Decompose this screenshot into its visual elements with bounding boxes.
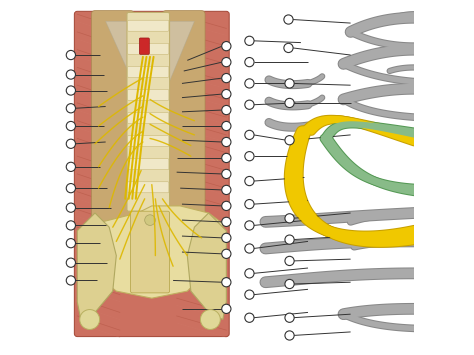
Circle shape [245,221,254,230]
FancyBboxPatch shape [128,113,169,124]
Polygon shape [77,213,116,320]
FancyBboxPatch shape [128,159,169,170]
Circle shape [222,201,231,211]
Circle shape [66,258,75,267]
Circle shape [66,104,75,113]
Circle shape [222,42,231,51]
Circle shape [222,105,231,115]
FancyBboxPatch shape [128,89,169,100]
Circle shape [80,310,100,329]
Circle shape [66,139,75,148]
FancyBboxPatch shape [128,136,169,147]
FancyBboxPatch shape [128,66,169,77]
Circle shape [66,184,75,193]
FancyBboxPatch shape [128,182,169,193]
Circle shape [66,162,75,171]
Circle shape [285,279,294,289]
FancyBboxPatch shape [91,11,134,245]
Circle shape [201,310,220,329]
Circle shape [245,58,254,67]
Circle shape [285,136,294,145]
Polygon shape [95,206,223,298]
Circle shape [245,313,254,322]
Circle shape [222,233,231,242]
Circle shape [66,121,75,131]
Circle shape [66,50,75,60]
Circle shape [66,70,75,79]
Circle shape [222,73,231,83]
Circle shape [66,221,75,230]
Circle shape [284,43,293,53]
FancyBboxPatch shape [128,20,169,31]
Circle shape [285,79,294,88]
Polygon shape [187,213,227,320]
FancyBboxPatch shape [139,38,149,54]
Circle shape [66,276,75,285]
Circle shape [245,244,254,253]
Circle shape [145,215,155,225]
Circle shape [245,36,254,45]
FancyBboxPatch shape [130,211,170,293]
Circle shape [284,15,293,24]
Circle shape [222,137,231,147]
FancyBboxPatch shape [63,7,240,351]
Circle shape [222,153,231,163]
Circle shape [66,203,75,212]
Circle shape [285,235,294,244]
Circle shape [222,304,231,313]
Circle shape [245,152,254,161]
FancyBboxPatch shape [128,43,169,54]
Circle shape [285,331,294,340]
Circle shape [245,100,254,109]
Circle shape [285,98,294,108]
Circle shape [245,130,254,140]
FancyBboxPatch shape [163,11,205,245]
Circle shape [245,200,254,209]
Circle shape [245,290,254,299]
Circle shape [222,217,231,226]
FancyBboxPatch shape [127,12,170,211]
Circle shape [222,169,231,179]
Circle shape [245,176,254,186]
Circle shape [222,249,231,258]
Circle shape [285,313,294,322]
Circle shape [245,79,254,88]
Circle shape [285,256,294,266]
Circle shape [66,239,75,248]
Circle shape [245,269,254,278]
Circle shape [222,185,231,195]
Circle shape [222,121,231,131]
Polygon shape [106,21,194,124]
Circle shape [222,58,231,67]
Circle shape [222,89,231,99]
FancyBboxPatch shape [74,11,229,337]
Circle shape [285,214,294,223]
Circle shape [222,278,231,287]
Circle shape [66,86,75,95]
